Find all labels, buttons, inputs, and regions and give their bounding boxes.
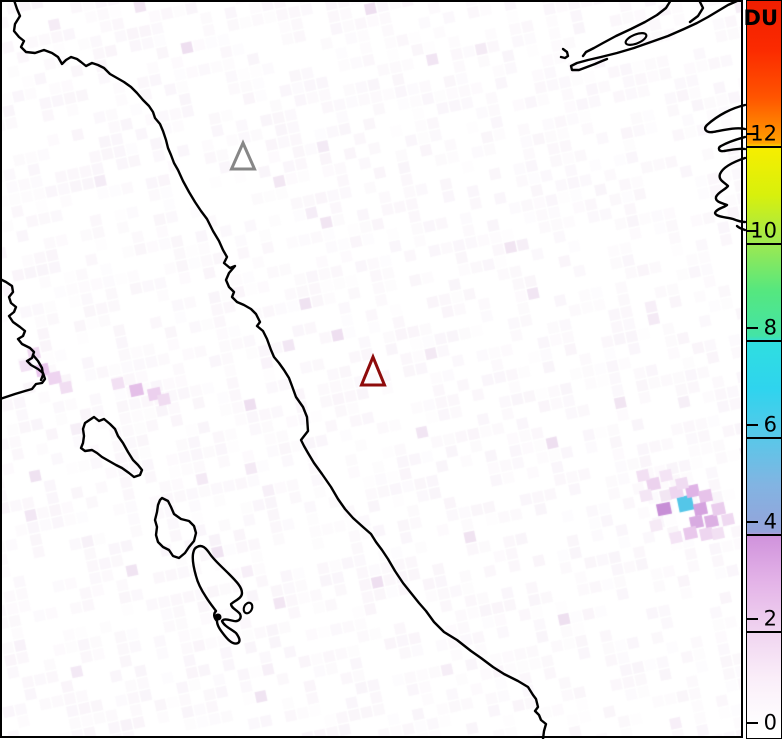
coastline-right-edge-spit: [704, 103, 747, 134]
coastline-lake-south-shore: [569, 0, 739, 72]
colorbar-unit-label: DU: [743, 6, 778, 30]
coastline-right-edge-hook: [717, 135, 747, 153]
colorbar-boundary-line: [747, 146, 781, 148]
colorbar-tick-mark: [747, 133, 758, 135]
lake-island: [624, 32, 648, 46]
colorbar-boundary-line: [747, 340, 781, 342]
island-west: [79, 415, 144, 479]
colorbar-boundary-line: [747, 437, 781, 439]
coastline-left-inlet: [31, 353, 45, 382]
island-rock: [214, 613, 222, 621]
colorbar-tick-label: 6: [763, 412, 777, 437]
colorbar-tick-mark: [747, 327, 758, 329]
colorbar-tick-label: 4: [763, 509, 777, 534]
coastline-lake-north-shore: [581, 0, 673, 58]
colorbar-tick-label: 8: [763, 315, 777, 340]
colorbar-tick-label: 2: [763, 606, 777, 631]
volcano-marker-gray: [229, 139, 257, 171]
colorbar-tick-mark: [747, 618, 758, 620]
colorbar: DU 12 10 8 6 4 2 0: [743, 0, 782, 739]
island-chain-lower: [191, 544, 244, 645]
colorbar-tick-mark: [747, 521, 758, 523]
colorbar-tick-label: 10: [750, 218, 777, 243]
colorbar-boundary-line: [747, 534, 781, 536]
colorbar-tick-mark: [747, 722, 758, 724]
colorbar-tick-label: 12: [750, 121, 777, 146]
volcano-marker-red: [359, 353, 387, 387]
colorbar-boundary-line: [747, 631, 781, 633]
coastline-lake-west-hook: [559, 47, 570, 60]
islet-east: [242, 601, 254, 615]
colorbar-boundary-line: [747, 243, 781, 245]
coastline-lake-branch: [688, 0, 705, 24]
colorbar-tick-mark: [747, 424, 758, 426]
colorbar-tick-label: 0: [763, 710, 777, 735]
coastline-right-edge-squiggle: [713, 156, 747, 224]
coastline-left-peninsula: [0, 277, 47, 401]
coastline-right-edge-dash: [735, 224, 747, 232]
coastline-main: [12, 0, 548, 739]
island-chain-upper: [153, 496, 198, 560]
map-frame: [0, 0, 743, 738]
colorbar-tick-mark: [747, 230, 758, 232]
